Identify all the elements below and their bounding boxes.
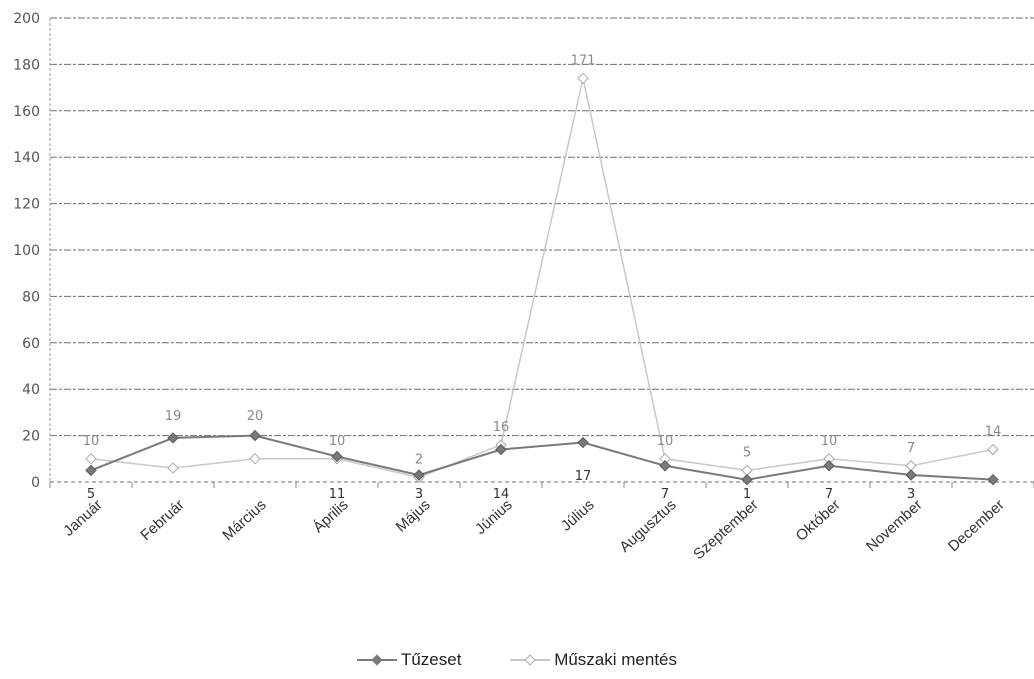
data-label: 11: [329, 487, 346, 502]
series-0-point: [659, 460, 671, 472]
y-axis: 0 20 40 60 80 100 120 140 160 180 200: [13, 11, 51, 491]
series-line-0: [90, 434, 994, 481]
legend-swatch-tuzeset: [356, 653, 397, 667]
data-label: 5: [743, 445, 751, 460]
series-0-point: [167, 432, 179, 444]
series-0-point: [85, 464, 97, 477]
y-tick-label: 200: [13, 11, 40, 27]
series-0-point: [413, 469, 425, 481]
y-tick-label: 120: [13, 197, 40, 213]
x-tick-label: Február: [137, 496, 187, 544]
data-label: 10: [329, 434, 346, 449]
series-line-1: [90, 78, 994, 479]
data-label: 7: [661, 487, 669, 502]
x-tick-label: December: [945, 496, 1008, 555]
x-axis: Január Február Március Április Május Június Jú…: [49, 481, 1034, 563]
legend-label-muszaki-mentes: Műszaki mentés: [554, 650, 678, 669]
data-label: 5: [87, 487, 95, 502]
data-label: 20: [247, 409, 264, 424]
data-label: 1: [743, 487, 751, 502]
y-tick-label: 20: [22, 429, 40, 445]
x-tick-label: Július: [558, 496, 598, 534]
series-group: [85, 72, 999, 486]
series-0-point: [905, 469, 917, 481]
y-tick-label: 100: [13, 243, 40, 259]
y-tick-label: 160: [13, 104, 40, 120]
data-label: 171: [571, 53, 596, 68]
series-0-point: [249, 429, 261, 442]
series-1-point: [905, 460, 917, 472]
series-0-point: [823, 460, 835, 472]
legend-item-muszaki-mentes: Műszaki mentés: [510, 650, 677, 670]
data-label: 7: [907, 441, 915, 456]
x-tick-label: November: [863, 496, 926, 555]
grid-lines: [50, 17, 1034, 437]
series-1-point: [741, 464, 753, 477]
series-1-point: [577, 72, 589, 85]
series-1-point: [85, 453, 97, 465]
series-1-point: [249, 453, 261, 465]
y-tick-label: 80: [22, 289, 40, 305]
data-label: 17: [575, 469, 592, 484]
series-0-point: [577, 436, 589, 449]
series-1-point: [167, 462, 179, 474]
x-tick-label: Október: [793, 496, 844, 544]
data-label: 16: [493, 420, 510, 435]
data-label: 10: [657, 434, 674, 449]
data-label: 19: [165, 409, 182, 424]
data-label: 7: [825, 487, 833, 502]
data-label: 14: [985, 425, 1002, 440]
legend-swatch-muszaki-mentes: [510, 653, 551, 667]
legend-label-tuzeset: Tűzeset: [400, 650, 462, 669]
series-0-point: [331, 450, 343, 463]
x-tick-label: Január: [60, 496, 105, 539]
data-label: 3: [907, 487, 915, 502]
y-tick-label: 40: [22, 382, 40, 398]
series-0-point: [987, 473, 999, 486]
series-1-point: [987, 443, 999, 456]
y-tick-label: 0: [31, 475, 40, 491]
legend: Tűzeset Műszaki mentés: [0, 650, 1034, 672]
series-0-point: [495, 443, 507, 456]
data-label: 2: [415, 452, 423, 467]
y-tick-label: 60: [22, 336, 40, 352]
data-label: 10: [821, 434, 838, 449]
x-tick-label: Április: [310, 496, 352, 536]
data-label: 3: [415, 487, 423, 502]
y-tick-label: 180: [13, 57, 40, 73]
x-tick-label: Június: [472, 496, 516, 538]
legend-item-tuzeset: Tűzeset: [356, 650, 462, 670]
data-label: 10: [83, 434, 100, 449]
y-tick-label: 140: [13, 150, 40, 166]
data-label: 14: [493, 487, 510, 502]
x-tick-label: Szeptember: [690, 496, 761, 563]
x-tick-label: Március: [219, 496, 269, 544]
x-tick-label: Május: [393, 496, 434, 535]
series-0-point: [741, 473, 753, 486]
x-tick-label: Augusztus: [616, 496, 679, 556]
